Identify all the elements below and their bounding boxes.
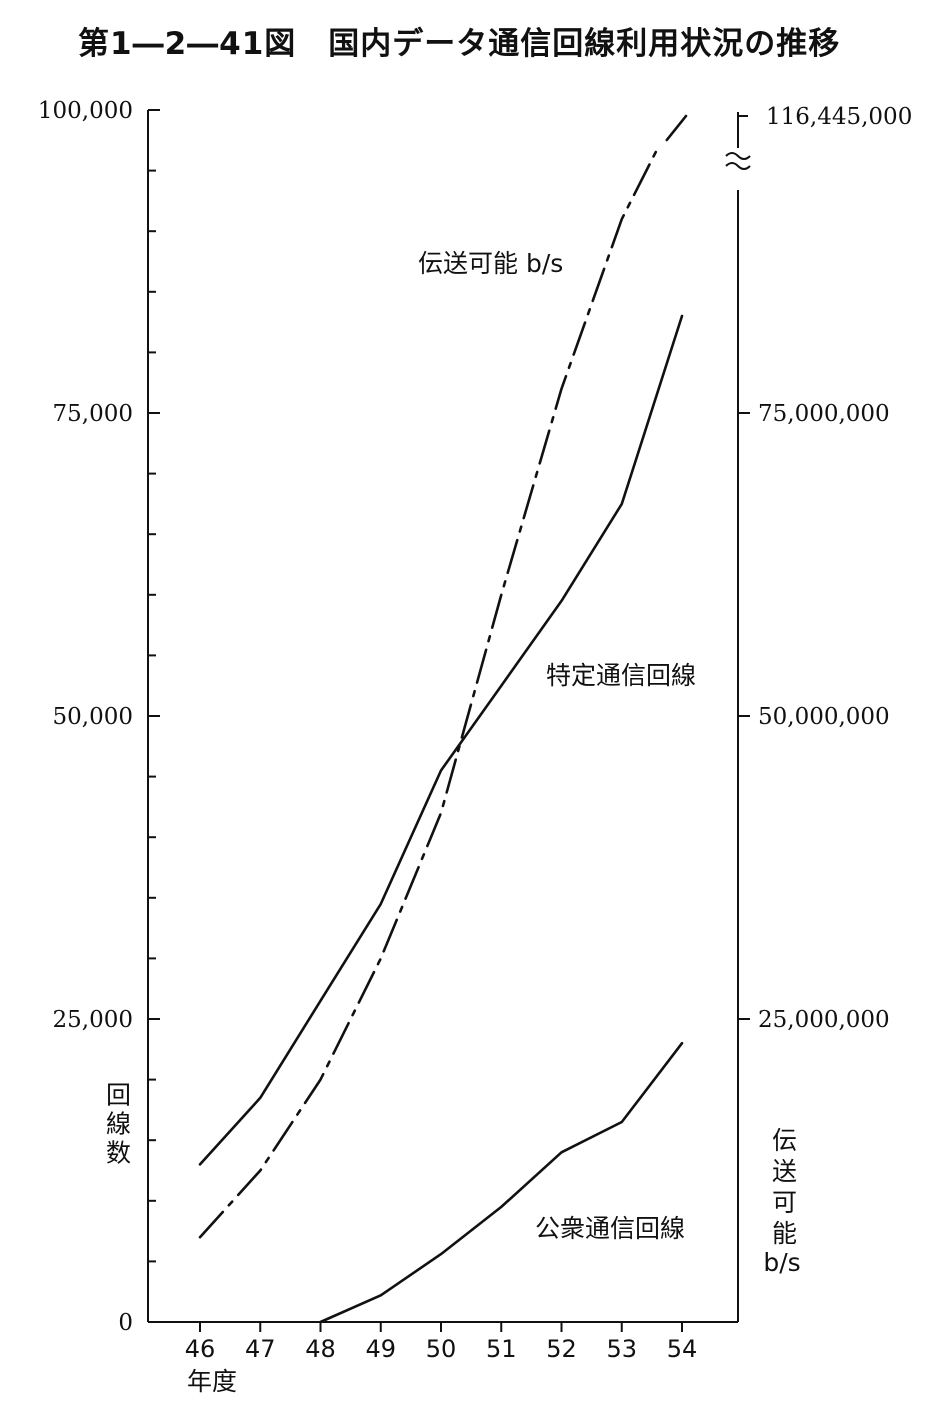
y2-tick-label: 50,000,000: [758, 704, 890, 730]
right-axis-break-mark: [725, 152, 751, 170]
x-axis-title: 年度: [187, 1367, 237, 1396]
right-axis-title: 伝送可能: [769, 1127, 798, 1251]
series-line-2: [198, 114, 688, 1239]
x-tick-label: 46: [185, 1335, 216, 1363]
x-tick-label: 51: [486, 1335, 517, 1363]
right-axis-title-unit: b/s: [763, 1248, 800, 1277]
x-tick-label: 53: [606, 1335, 637, 1363]
x-tick-label: 50: [426, 1335, 457, 1363]
y2-tick-label-top: 116,445,000: [766, 104, 912, 130]
x-tick-label: 49: [365, 1335, 396, 1363]
y-tick-label: 50,000: [53, 704, 133, 730]
y-tick-label: 0: [118, 1310, 133, 1336]
x-tick-label: 48: [305, 1335, 336, 1363]
chart-title: 第1―2―41図 国内データ通信回線利用状況の推移: [78, 26, 841, 62]
y2-tick-label: 75,000,000: [758, 401, 890, 427]
x-tick-label: 47: [245, 1335, 276, 1363]
y-tick-label: 25,000: [53, 1007, 133, 1033]
series-label-2: 伝送可能 b/s: [418, 249, 563, 278]
ticks: 0 25,000 50,000 75,000 100,000 25,000,000 50,0…: [38, 98, 912, 1363]
y-tick-label: 75,000: [53, 401, 133, 427]
y2-tick-label: 25,000,000: [758, 1007, 890, 1033]
axes: [147, 110, 751, 1323]
x-tick-label: 54: [667, 1335, 698, 1363]
series-label-0: 特定通信回線: [546, 661, 696, 690]
series-line-1: [319, 1041, 684, 1324]
series-group: [198, 114, 688, 1324]
series-line-0: [198, 314, 684, 1166]
left-axis-title: 回線数: [103, 1082, 132, 1169]
series-label-1: 公衆通信回線: [535, 1214, 685, 1243]
x-tick-label: 52: [546, 1335, 577, 1363]
y-tick-label: 100,000: [38, 98, 133, 124]
